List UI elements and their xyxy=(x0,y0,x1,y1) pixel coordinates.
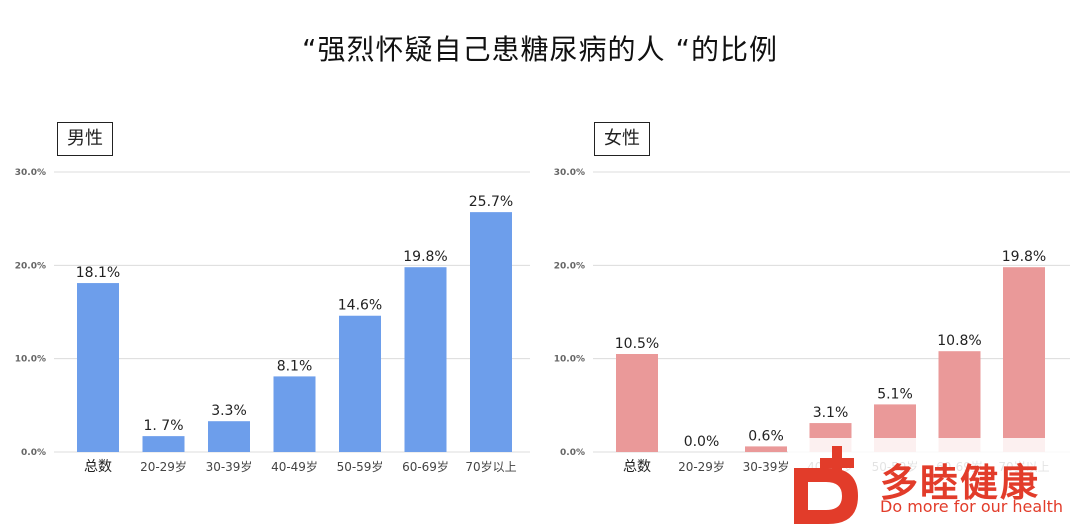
data-label: 1. 7% xyxy=(143,418,183,434)
bar xyxy=(470,212,512,452)
y-tick-label: 30.0% xyxy=(554,168,585,178)
x-tick-label: 20-29岁 xyxy=(678,459,725,474)
data-label: 8.1% xyxy=(277,358,313,374)
bar xyxy=(273,376,316,452)
x-tick-label: 70岁以上 xyxy=(465,459,516,474)
x-tick-label: 30-39岁 xyxy=(743,459,790,474)
x-tick-label: 40-49岁 xyxy=(271,459,318,474)
y-tick-label: 10.0% xyxy=(554,355,585,365)
logo-mark-icon xyxy=(794,446,858,524)
bar xyxy=(1003,267,1045,452)
female-panel-label: 女性 xyxy=(594,122,650,156)
y-tick-label: 0.0% xyxy=(560,448,585,458)
data-label: 10.8% xyxy=(937,333,981,349)
data-label: 18.1% xyxy=(76,265,120,281)
bar xyxy=(208,421,250,452)
data-label: 25.7% xyxy=(469,194,513,210)
bar xyxy=(339,315,381,452)
x-tick-label: 50-59岁 xyxy=(337,459,384,474)
bar xyxy=(745,446,787,452)
logo-brand-text: 多睦健康 xyxy=(880,461,1041,505)
bar xyxy=(77,283,119,452)
x-tick-label: 总数 xyxy=(84,459,112,475)
y-tick-label: 20.0% xyxy=(554,261,585,271)
male-bar-chart: 0.0% 10.0% 20.0% 30.0% 18.1% 总数 1. 7% 20-29岁 3.3… xyxy=(15,168,530,475)
x-tick-label: 60-69岁 xyxy=(402,459,449,474)
data-label: 0.0% xyxy=(684,434,720,450)
brand-logo xyxy=(788,438,1080,528)
data-label: 5.1% xyxy=(877,386,913,402)
data-label: 14.6% xyxy=(338,298,382,314)
chart-title: “强烈怀疑自己患糖尿病的人 “的比例 xyxy=(302,33,778,66)
y-tick-label: 0.0% xyxy=(21,448,46,458)
x-tick-label: 总数 xyxy=(623,459,651,475)
data-label: 19.8% xyxy=(403,249,447,265)
y-tick-label: 30.0% xyxy=(15,168,46,178)
male-panel-label: 男性 xyxy=(57,122,113,156)
data-label: 3.3% xyxy=(211,403,247,419)
x-tick-label: 20-29岁 xyxy=(140,459,187,474)
data-label: 10.5% xyxy=(615,336,659,352)
data-label: 19.8% xyxy=(1002,249,1046,265)
data-label: 0.6% xyxy=(748,428,784,444)
bar xyxy=(616,354,658,452)
data-label: 3.1% xyxy=(813,405,849,421)
y-tick-label: 10.0% xyxy=(15,355,46,365)
logo-tagline: Do more for our health xyxy=(880,497,1064,516)
bar xyxy=(404,267,447,452)
x-tick-label: 30-39岁 xyxy=(206,459,253,474)
y-tick-label: 20.0% xyxy=(15,261,46,271)
bar xyxy=(938,351,981,452)
bar xyxy=(142,436,185,452)
